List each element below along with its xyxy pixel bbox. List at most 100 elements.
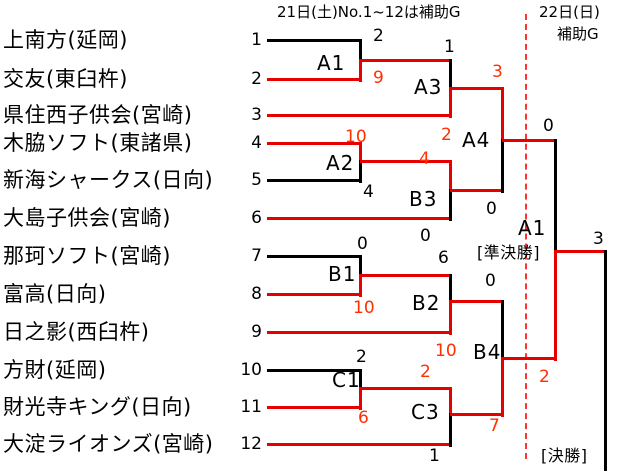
team-1-name: 上南方(延岡) [3, 28, 128, 52]
match-b3-winner-line [450, 189, 502, 192]
match-b1-connector-top [359, 255, 362, 276]
team-5-name: 新海シャークス(日向) [3, 168, 214, 192]
match-a2-label: A2 [326, 151, 355, 175]
sunday-header: 22日(日) [539, 3, 600, 21]
match-a4-connector-bottom [501, 139, 504, 193]
match-a1-connector-top [359, 39, 362, 61]
score-c3-bottom: 1 [429, 446, 440, 466]
score-a1-bottom: 9 [373, 68, 384, 88]
team-6-name: 大島子供会(宮崎) [3, 206, 171, 230]
match-b4-connector-bottom [501, 357, 504, 417]
match-a1-label: A1 [317, 51, 346, 75]
team-12-name: 大淀ライオンズ(宮崎) [3, 432, 214, 456]
team-11-number: 11 [240, 397, 262, 417]
semifinal-connector-bottom [554, 250, 557, 361]
match-a3-winner-line [450, 87, 502, 90]
match-b4-label: B4 [473, 340, 502, 364]
match-b1-label: B1 [328, 262, 357, 286]
team-2-name: 交友(東臼杵) [3, 67, 128, 91]
match-c3-label: C3 [411, 400, 440, 424]
team-10-number: 10 [240, 360, 262, 380]
score-b1-top: 0 [357, 234, 368, 254]
match-a2-connector-bottom [359, 160, 362, 183]
team-1-number: 1 [251, 30, 262, 50]
score-b2-bottom: 10 [435, 341, 457, 361]
match-b4-connector-top [501, 300, 504, 360]
match-c1-connector-bottom [359, 387, 362, 410]
match-b2-winner-line [450, 300, 502, 303]
match-a4-connector-top [501, 87, 504, 142]
match-a1-winner-line [360, 59, 450, 62]
match-a2-winner-line [360, 160, 450, 163]
team-5-number: 5 [251, 170, 262, 190]
team-10-line [267, 369, 360, 372]
match-a3-connector-bottom [449, 87, 452, 118]
team-8-line [267, 293, 360, 296]
final-round-label: [決勝] [541, 446, 588, 465]
team-4-line [267, 142, 360, 145]
team-8-number: 8 [251, 284, 262, 304]
score-a4-bottom: 0 [486, 199, 497, 219]
score-b3-top: 4 [419, 149, 430, 169]
match-a3-label: A3 [414, 75, 443, 99]
score-c1-bottom: 6 [358, 408, 369, 428]
semifinal-match-label: A1 [518, 216, 547, 240]
team-11-line [267, 406, 360, 409]
match-a4-winner-line [502, 139, 555, 142]
score-a2-bottom: 4 [363, 182, 374, 202]
score-a1-top: 2 [373, 26, 384, 46]
semifinal-winner-line [555, 250, 605, 253]
team-4-name: 木脇ソフト(東諸県) [3, 131, 193, 155]
match-b1-connector-bottom [359, 274, 362, 297]
match-c1-connector-top [359, 369, 362, 390]
score-b2-top: 6 [438, 248, 449, 268]
team-7-line [267, 255, 360, 258]
team-5-line [267, 179, 360, 182]
semifinal-round-label: [準決勝] [477, 243, 540, 262]
sunday-header-ground: 補助G [557, 25, 599, 43]
team-7-number: 7 [251, 246, 262, 266]
team-9-number: 9 [251, 322, 262, 342]
score-a3-top: 1 [444, 37, 455, 57]
score-b4-bottom: 7 [489, 416, 500, 436]
match-b3-label: B3 [409, 187, 438, 211]
match-b4-winner-line [502, 357, 555, 360]
match-b1-winner-line [360, 274, 450, 277]
team-10-name: 方財(延岡) [3, 358, 107, 382]
match-b3-connector-top [449, 160, 452, 192]
semifinal-connector-top [554, 139, 557, 253]
team-1-line [267, 39, 360, 42]
team-2-number: 2 [251, 69, 262, 89]
score-a2-top: 10 [345, 127, 367, 147]
score-c3-top: 2 [420, 362, 431, 382]
match-b3-connector-bottom [449, 189, 452, 221]
score-a4-top: 3 [492, 62, 503, 82]
match-a2-connector-top [359, 142, 362, 162]
team-8-name: 富高(日向) [3, 282, 107, 306]
team-3-line [267, 114, 450, 117]
day-divider-dashed-line [525, 14, 527, 459]
score-b4-top: 0 [485, 271, 496, 291]
score-final-top: 3 [593, 229, 604, 249]
match-c1-label: C1 [332, 368, 361, 392]
saturday-header: 21日(土)No.1~12は補助G [277, 3, 461, 21]
score-a3-bottom: 2 [441, 125, 452, 145]
match-c3-connector-top [449, 387, 452, 416]
team-3-name: 県住西子供会(宮崎) [3, 103, 193, 127]
team-6-number: 6 [251, 208, 262, 228]
team-9-line [267, 331, 450, 334]
match-a4-label: A4 [462, 128, 491, 152]
team-9-name: 日之影(西臼杵) [3, 320, 150, 344]
match-c1-winner-line [360, 387, 450, 390]
team-4-number: 4 [251, 133, 262, 153]
match-a1-connector-bottom [359, 59, 362, 82]
team-7-name: 那珂ソフト(宮崎) [3, 244, 171, 268]
match-c3-winner-line [450, 413, 502, 416]
score-b3-bottom: 0 [420, 226, 431, 246]
team-11-name: 財光寺キング(日向) [3, 395, 192, 419]
team-12-line [267, 443, 450, 446]
team-2-line [267, 78, 360, 81]
final-connector [604, 250, 607, 471]
team-3-number: 3 [251, 105, 262, 125]
